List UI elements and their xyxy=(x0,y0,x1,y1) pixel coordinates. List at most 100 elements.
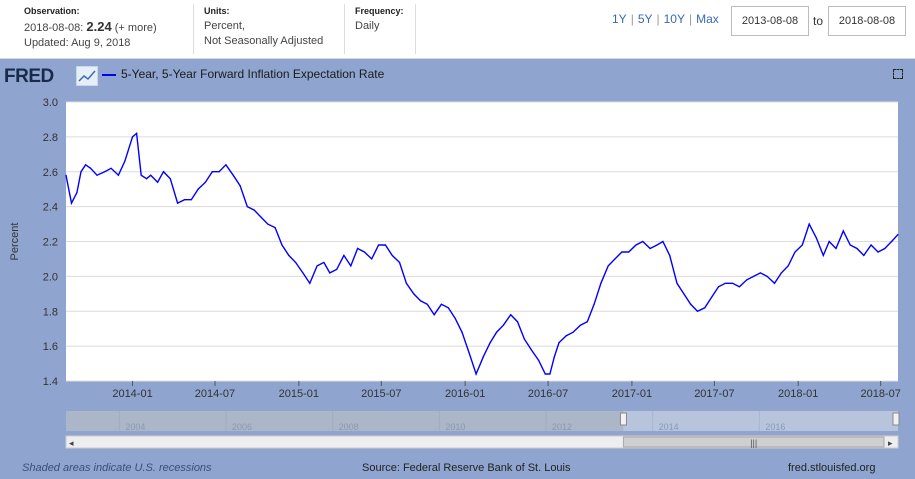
data-point xyxy=(274,226,276,229)
y-tick-label: 1.8 xyxy=(43,306,58,318)
data-point xyxy=(384,244,387,246)
range-selector: 1Y | 5Y | 10Y | Max xyxy=(612,12,719,26)
range-separator: | xyxy=(656,12,660,26)
scrollbar-thumb[interactable] xyxy=(622,436,885,448)
date-from-input[interactable]: 2013-08-08 xyxy=(731,6,809,36)
data-point xyxy=(371,258,373,260)
data-point xyxy=(579,324,582,326)
y-tick-label: 2.8 xyxy=(43,132,58,144)
data-point xyxy=(607,265,609,267)
range-1y-button[interactable]: 1Y xyxy=(612,12,627,26)
scrollbar-grip-icon: ||| xyxy=(750,438,757,448)
data-point xyxy=(329,272,331,274)
data-point xyxy=(461,331,463,333)
range-10y-button[interactable]: 10Y xyxy=(663,12,685,26)
observation-date: 2018-08-08: xyxy=(24,22,84,34)
data-point xyxy=(530,349,532,351)
x-tick-label: 2014-01 xyxy=(112,388,152,400)
series-title: 5-Year, 5-Year Forward Inflation Expecta… xyxy=(121,67,385,81)
data-point xyxy=(96,174,98,176)
data-point xyxy=(295,261,297,264)
source-note: Source: Federal Reserve Bank of St. Loui… xyxy=(362,462,571,474)
data-point xyxy=(787,265,789,267)
data-point xyxy=(316,265,318,267)
chart-panel: FRED 5-Year, 5-Year Forward Inflation Ex… xyxy=(0,59,915,479)
navigator-handle[interactable] xyxy=(892,412,900,426)
observation-value: 2.24 xyxy=(86,19,112,34)
x-tick-label: 2016-01 xyxy=(445,388,485,400)
navigator-handle[interactable] xyxy=(619,412,627,426)
range-5y-button[interactable]: 5Y xyxy=(637,12,653,26)
series-group xyxy=(65,132,899,376)
data-point xyxy=(738,286,741,288)
data-point xyxy=(711,296,713,298)
scroll-right-arrow-icon[interactable]: ▸ xyxy=(888,438,893,448)
data-point xyxy=(586,321,588,323)
data-point xyxy=(246,206,248,208)
data-point xyxy=(357,247,359,250)
data-point xyxy=(600,282,602,284)
units-line-2: Not Seasonally Adjusted xyxy=(204,35,324,47)
observation-block: Observation: 2018-08-08: 2.24 (+ more) U… xyxy=(24,4,157,51)
data-point xyxy=(440,303,443,305)
header-divider xyxy=(415,4,416,54)
data-point xyxy=(156,181,159,183)
x-tick-label: 2016-07 xyxy=(528,388,568,400)
data-point xyxy=(849,244,851,246)
data-point xyxy=(405,282,407,284)
data-point xyxy=(454,317,456,319)
data-point xyxy=(815,237,818,239)
data-point xyxy=(676,282,678,284)
data-point xyxy=(124,160,126,162)
frequency-value: Daily xyxy=(355,20,380,32)
data-point xyxy=(704,307,706,309)
data-point xyxy=(863,254,865,257)
x-tick-label: 2018-07 xyxy=(860,388,900,400)
data-point xyxy=(260,216,262,218)
data-point xyxy=(140,174,142,176)
data-point xyxy=(565,335,567,337)
data-point xyxy=(683,293,685,295)
data-point xyxy=(70,202,73,204)
navigator-selection xyxy=(623,411,898,431)
y-tick-label: 2.6 xyxy=(43,167,58,179)
data-point xyxy=(870,244,872,246)
data-point xyxy=(856,247,858,250)
data-point xyxy=(343,254,345,257)
navigator-mask xyxy=(66,411,624,431)
data-point xyxy=(225,164,227,166)
range-max-button[interactable]: Max xyxy=(696,12,719,26)
fred-logo[interactable]: FRED xyxy=(4,66,54,87)
data-point xyxy=(475,373,477,375)
data-point xyxy=(426,303,428,305)
data-point xyxy=(136,132,138,134)
data-point xyxy=(724,282,726,284)
range-separator: | xyxy=(688,12,693,26)
data-point xyxy=(572,331,574,333)
fred-url[interactable]: fred.stlouisfed.org xyxy=(788,462,876,474)
data-point xyxy=(323,261,325,264)
navigator-year-label: 2016 xyxy=(765,422,785,432)
data-point xyxy=(177,202,179,204)
data-point xyxy=(766,275,768,277)
y-tick-label: 2.0 xyxy=(43,271,58,283)
data-point xyxy=(433,314,435,316)
y-tick-label: 2.2 xyxy=(43,237,58,249)
data-point xyxy=(553,355,556,358)
data-point xyxy=(309,282,311,284)
fred-graph-icon xyxy=(76,66,98,86)
scroll-left-arrow-icon[interactable]: ◂ xyxy=(69,438,74,448)
data-point xyxy=(495,331,498,333)
data-point xyxy=(502,324,505,326)
x-tick-label: 2018-01 xyxy=(778,388,818,400)
x-tick-label: 2017-01 xyxy=(612,388,652,400)
x-tick-label: 2014-07 xyxy=(195,388,235,400)
fullscreen-icon[interactable] xyxy=(893,69,903,79)
data-point xyxy=(656,244,658,246)
observation-more-link[interactable]: (+ more) xyxy=(114,22,157,34)
units-block: Units: Percent, Not Seasonally Adjusted xyxy=(204,4,323,49)
data-point xyxy=(544,373,546,375)
x-tick-label: 2015-07 xyxy=(361,388,401,400)
date-to-input[interactable]: 2018-08-08 xyxy=(828,6,906,36)
observation-label: Observation: xyxy=(24,6,80,16)
